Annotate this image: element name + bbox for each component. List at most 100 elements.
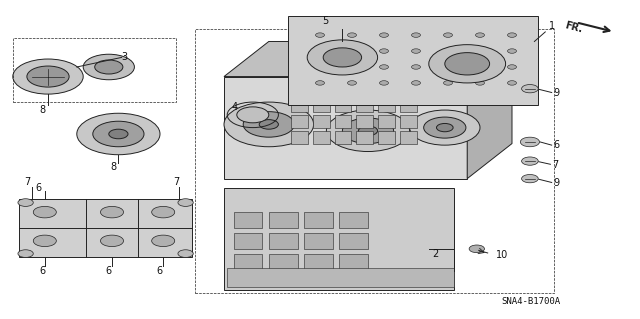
Circle shape bbox=[93, 121, 144, 147]
Text: 6: 6 bbox=[35, 183, 42, 193]
FancyBboxPatch shape bbox=[313, 131, 330, 144]
FancyBboxPatch shape bbox=[378, 115, 395, 128]
Circle shape bbox=[412, 81, 420, 85]
Circle shape bbox=[445, 53, 490, 75]
Text: 1: 1 bbox=[549, 20, 556, 31]
FancyBboxPatch shape bbox=[234, 233, 262, 249]
Circle shape bbox=[178, 250, 193, 257]
Text: 10: 10 bbox=[496, 250, 508, 260]
Text: 9: 9 bbox=[554, 178, 560, 188]
FancyBboxPatch shape bbox=[291, 131, 308, 144]
Circle shape bbox=[243, 112, 294, 137]
Polygon shape bbox=[224, 77, 467, 179]
Circle shape bbox=[316, 81, 324, 85]
Circle shape bbox=[424, 117, 466, 138]
Circle shape bbox=[77, 113, 160, 155]
Circle shape bbox=[259, 120, 278, 129]
Circle shape bbox=[520, 137, 540, 147]
Circle shape bbox=[410, 110, 480, 145]
Circle shape bbox=[358, 126, 378, 136]
Circle shape bbox=[508, 49, 516, 53]
Circle shape bbox=[316, 65, 324, 69]
FancyBboxPatch shape bbox=[227, 268, 454, 287]
Circle shape bbox=[307, 40, 378, 75]
Circle shape bbox=[476, 49, 484, 53]
Circle shape bbox=[476, 81, 484, 85]
Circle shape bbox=[429, 45, 506, 83]
FancyBboxPatch shape bbox=[356, 115, 373, 128]
Circle shape bbox=[469, 245, 484, 253]
Circle shape bbox=[95, 60, 123, 74]
Circle shape bbox=[412, 49, 420, 53]
FancyBboxPatch shape bbox=[234, 254, 262, 270]
Circle shape bbox=[348, 33, 356, 37]
Polygon shape bbox=[224, 41, 512, 77]
Text: 4: 4 bbox=[232, 102, 238, 112]
Polygon shape bbox=[467, 41, 512, 179]
Circle shape bbox=[522, 157, 538, 165]
Text: 8: 8 bbox=[40, 105, 46, 115]
Circle shape bbox=[380, 33, 388, 37]
FancyBboxPatch shape bbox=[339, 254, 368, 270]
FancyBboxPatch shape bbox=[313, 115, 330, 128]
Circle shape bbox=[224, 102, 314, 147]
Text: 6: 6 bbox=[106, 266, 112, 276]
Circle shape bbox=[100, 235, 124, 247]
Circle shape bbox=[522, 174, 538, 183]
FancyBboxPatch shape bbox=[304, 233, 333, 249]
Circle shape bbox=[18, 199, 33, 206]
FancyBboxPatch shape bbox=[335, 100, 351, 112]
Circle shape bbox=[380, 49, 388, 53]
FancyBboxPatch shape bbox=[291, 115, 308, 128]
Circle shape bbox=[476, 33, 484, 37]
Circle shape bbox=[152, 206, 175, 218]
Circle shape bbox=[109, 129, 128, 139]
FancyBboxPatch shape bbox=[378, 131, 395, 144]
Circle shape bbox=[323, 48, 362, 67]
FancyBboxPatch shape bbox=[400, 115, 417, 128]
Text: 6: 6 bbox=[554, 140, 560, 150]
FancyBboxPatch shape bbox=[291, 100, 308, 112]
Circle shape bbox=[444, 65, 452, 69]
Circle shape bbox=[444, 33, 452, 37]
Text: SNA4-B1700A: SNA4-B1700A bbox=[502, 297, 561, 306]
FancyBboxPatch shape bbox=[288, 16, 538, 105]
Text: 7: 7 bbox=[173, 177, 179, 187]
FancyBboxPatch shape bbox=[224, 188, 454, 290]
Text: 5: 5 bbox=[322, 16, 328, 26]
FancyBboxPatch shape bbox=[269, 212, 298, 228]
FancyBboxPatch shape bbox=[304, 254, 333, 270]
Text: 7: 7 bbox=[552, 160, 559, 170]
Circle shape bbox=[348, 49, 356, 53]
FancyBboxPatch shape bbox=[269, 233, 298, 249]
Text: 3: 3 bbox=[122, 52, 128, 63]
Circle shape bbox=[380, 65, 388, 69]
Circle shape bbox=[13, 59, 83, 94]
Circle shape bbox=[83, 54, 134, 80]
Text: 2: 2 bbox=[432, 249, 438, 259]
Circle shape bbox=[33, 206, 56, 218]
FancyBboxPatch shape bbox=[335, 115, 351, 128]
Circle shape bbox=[316, 49, 324, 53]
FancyBboxPatch shape bbox=[400, 131, 417, 144]
Text: 6: 6 bbox=[40, 266, 46, 276]
Circle shape bbox=[33, 235, 56, 247]
Text: 6: 6 bbox=[157, 266, 163, 276]
Circle shape bbox=[508, 65, 516, 69]
FancyBboxPatch shape bbox=[234, 212, 262, 228]
Circle shape bbox=[412, 65, 420, 69]
FancyBboxPatch shape bbox=[339, 212, 368, 228]
Circle shape bbox=[326, 110, 410, 152]
Circle shape bbox=[342, 118, 394, 144]
Circle shape bbox=[444, 81, 452, 85]
Circle shape bbox=[348, 65, 356, 69]
Circle shape bbox=[178, 199, 193, 206]
Circle shape bbox=[476, 65, 484, 69]
FancyBboxPatch shape bbox=[378, 100, 395, 112]
FancyBboxPatch shape bbox=[400, 100, 417, 112]
FancyBboxPatch shape bbox=[269, 254, 298, 270]
Circle shape bbox=[444, 49, 452, 53]
Circle shape bbox=[436, 123, 453, 132]
Circle shape bbox=[522, 85, 538, 93]
Circle shape bbox=[508, 33, 516, 37]
